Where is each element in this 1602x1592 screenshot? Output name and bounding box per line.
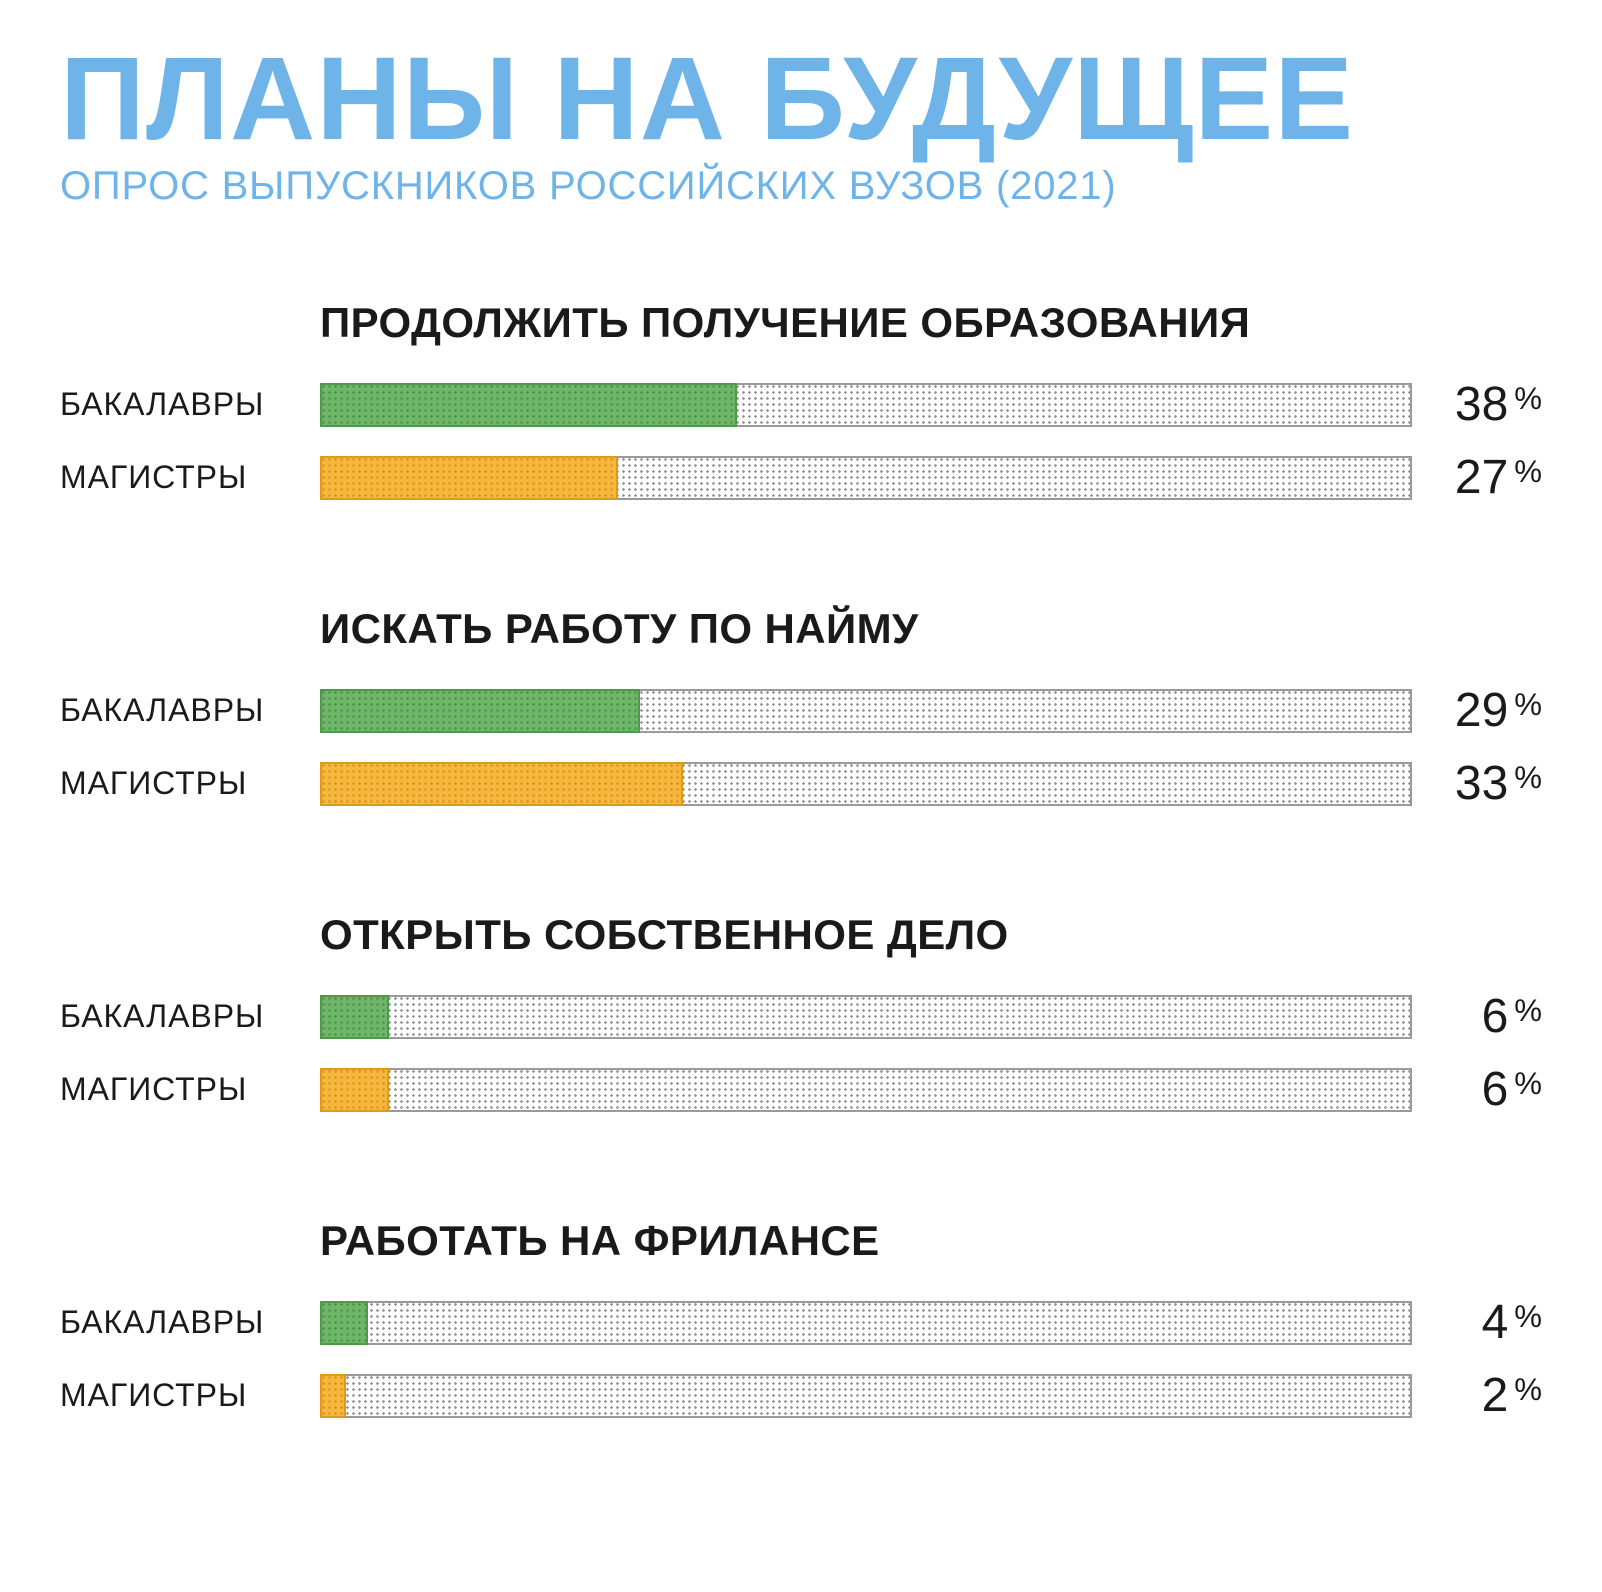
bar-fill [320, 762, 683, 806]
row-value: 2% [1412, 1368, 1542, 1423]
row-label: БАКАЛАВРЫ [60, 386, 320, 423]
bar-track [320, 689, 1412, 733]
bar-track [320, 1068, 1412, 1112]
section-title: ОТКРЫТЬ СОБСТВЕННОЕ ДЕЛО [320, 911, 1542, 959]
percent-symbol: % [1514, 454, 1542, 489]
row-value: 38% [1412, 377, 1542, 432]
bar-track [320, 383, 1412, 427]
row-value: 6% [1412, 989, 1542, 1044]
row-value-number: 6 [1482, 990, 1509, 1043]
section-title: РАБОТАТЬ НА ФРИЛАНСЕ [320, 1217, 1542, 1265]
percent-symbol: % [1514, 1299, 1542, 1334]
row-label: МАГИСТРЫ [60, 1071, 320, 1108]
row-value-number: 27 [1455, 451, 1508, 504]
percent-symbol: % [1514, 687, 1542, 722]
bar-row: МАГИСТРЫ 27% [60, 450, 1542, 505]
row-value: 4% [1412, 1295, 1542, 1350]
row-label: МАГИСТРЫ [60, 1377, 320, 1414]
chart-section: ПРОДОЛЖИТЬ ПОЛУЧЕНИЕ ОБРАЗОВАНИЯ БАКАЛАВР… [60, 299, 1542, 505]
page-subtitle: ОПРОС ВЫПУСКНИКОВ РОССИЙСКИХ ВУЗОВ (2021… [60, 164, 1542, 209]
percent-symbol: % [1514, 760, 1542, 795]
bar-row: МАГИСТРЫ 2% [60, 1368, 1542, 1423]
bar-fill [320, 689, 640, 733]
row-value-number: 6 [1482, 1063, 1509, 1116]
bar-fill [320, 1068, 389, 1112]
row-label: МАГИСТРЫ [60, 459, 320, 496]
chart-section: ОТКРЫТЬ СОБСТВЕННОЕ ДЕЛОБАКАЛАВРЫ6%МАГИС… [60, 911, 1542, 1117]
bar-row: БАКАЛАВРЫ 4% [60, 1295, 1542, 1350]
section-title: ПРОДОЛЖИТЬ ПОЛУЧЕНИЕ ОБРАЗОВАНИЯ [320, 299, 1542, 347]
row-value-number: 2 [1482, 1369, 1509, 1422]
bar-row: МАГИСТРЫ 6% [60, 1062, 1542, 1117]
bar-track [320, 456, 1412, 500]
bar-track [320, 995, 1412, 1039]
bar-row: БАКАЛАВРЫ 38% [60, 377, 1542, 432]
row-value-number: 4 [1482, 1296, 1509, 1349]
chart-section: РАБОТАТЬ НА ФРИЛАНСЕ БАКАЛАВРЫ 4% МАГИСТРЫ 2… [60, 1217, 1542, 1423]
bar-track [320, 1301, 1412, 1345]
percent-symbol: % [1514, 993, 1542, 1028]
row-label: БАКАЛАВРЫ [60, 692, 320, 729]
row-value: 33% [1412, 756, 1542, 811]
chart-section: ИСКАТЬ РАБОТУ ПО НАЙМУБАКАЛАВРЫ29%МАГИСТ… [60, 605, 1542, 811]
row-value-number: 38 [1455, 378, 1508, 431]
bar-fill [320, 995, 389, 1039]
percent-symbol: % [1514, 1372, 1542, 1407]
bar-track [320, 1374, 1412, 1418]
bar-track [320, 762, 1412, 806]
row-label: МАГИСТРЫ [60, 765, 320, 802]
row-label: БАКАЛАВРЫ [60, 1304, 320, 1341]
bar-fill [320, 1301, 368, 1345]
row-value-number: 29 [1455, 684, 1508, 737]
bar-fill [320, 383, 737, 427]
row-label: БАКАЛАВРЫ [60, 998, 320, 1035]
bar-row: БАКАЛАВРЫ 6% [60, 989, 1542, 1044]
bar-fill [320, 456, 618, 500]
row-value: 6% [1412, 1062, 1542, 1117]
page-title: ПЛАНЫ НА БУДУЩЕЕ [60, 40, 1542, 158]
row-value-number: 33 [1455, 757, 1508, 810]
row-value: 29% [1412, 683, 1542, 738]
row-value: 27% [1412, 450, 1542, 505]
chart-sections: ПРОДОЛЖИТЬ ПОЛУЧЕНИЕ ОБРАЗОВАНИЯ БАКАЛАВР… [60, 299, 1542, 1423]
percent-symbol: % [1514, 1066, 1542, 1101]
bar-fill [320, 1374, 346, 1418]
percent-symbol: % [1514, 381, 1542, 416]
bar-row: БАКАЛАВРЫ 29% [60, 683, 1542, 738]
section-title: ИСКАТЬ РАБОТУ ПО НАЙМУ [320, 605, 1542, 653]
bar-row: МАГИСТРЫ 33% [60, 756, 1542, 811]
